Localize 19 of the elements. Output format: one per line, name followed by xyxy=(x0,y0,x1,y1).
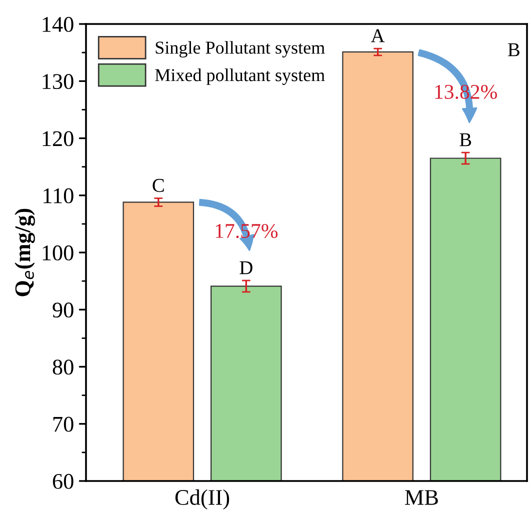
data-label: A xyxy=(370,29,385,42)
legend-label: Mixed pollutant system xyxy=(155,68,325,85)
y-tick-label: 120 xyxy=(42,131,74,146)
x-tick-label: MB xyxy=(405,490,438,505)
data-label: C xyxy=(152,178,164,192)
y-tick-label: 130 xyxy=(42,74,74,90)
y-axis-title: Q$_{e}$(mg/g) xyxy=(14,208,35,296)
y-tick-label: 70 xyxy=(53,416,74,432)
y-tick-label: 110 xyxy=(44,188,74,204)
legend-label: Single Pollutant system xyxy=(156,41,325,58)
y-tick-label: 90 xyxy=(52,302,74,318)
x-tick-label: Cd(II) xyxy=(175,489,230,510)
y-tick-label: 140 xyxy=(42,16,74,32)
y-tick-label: 60 xyxy=(52,474,74,489)
data-label: D xyxy=(240,261,252,274)
y-tick-label: 100 xyxy=(42,245,74,260)
annotation: B xyxy=(508,43,520,56)
y-tick-label: 80 xyxy=(52,360,74,375)
data-label: B xyxy=(460,133,472,146)
